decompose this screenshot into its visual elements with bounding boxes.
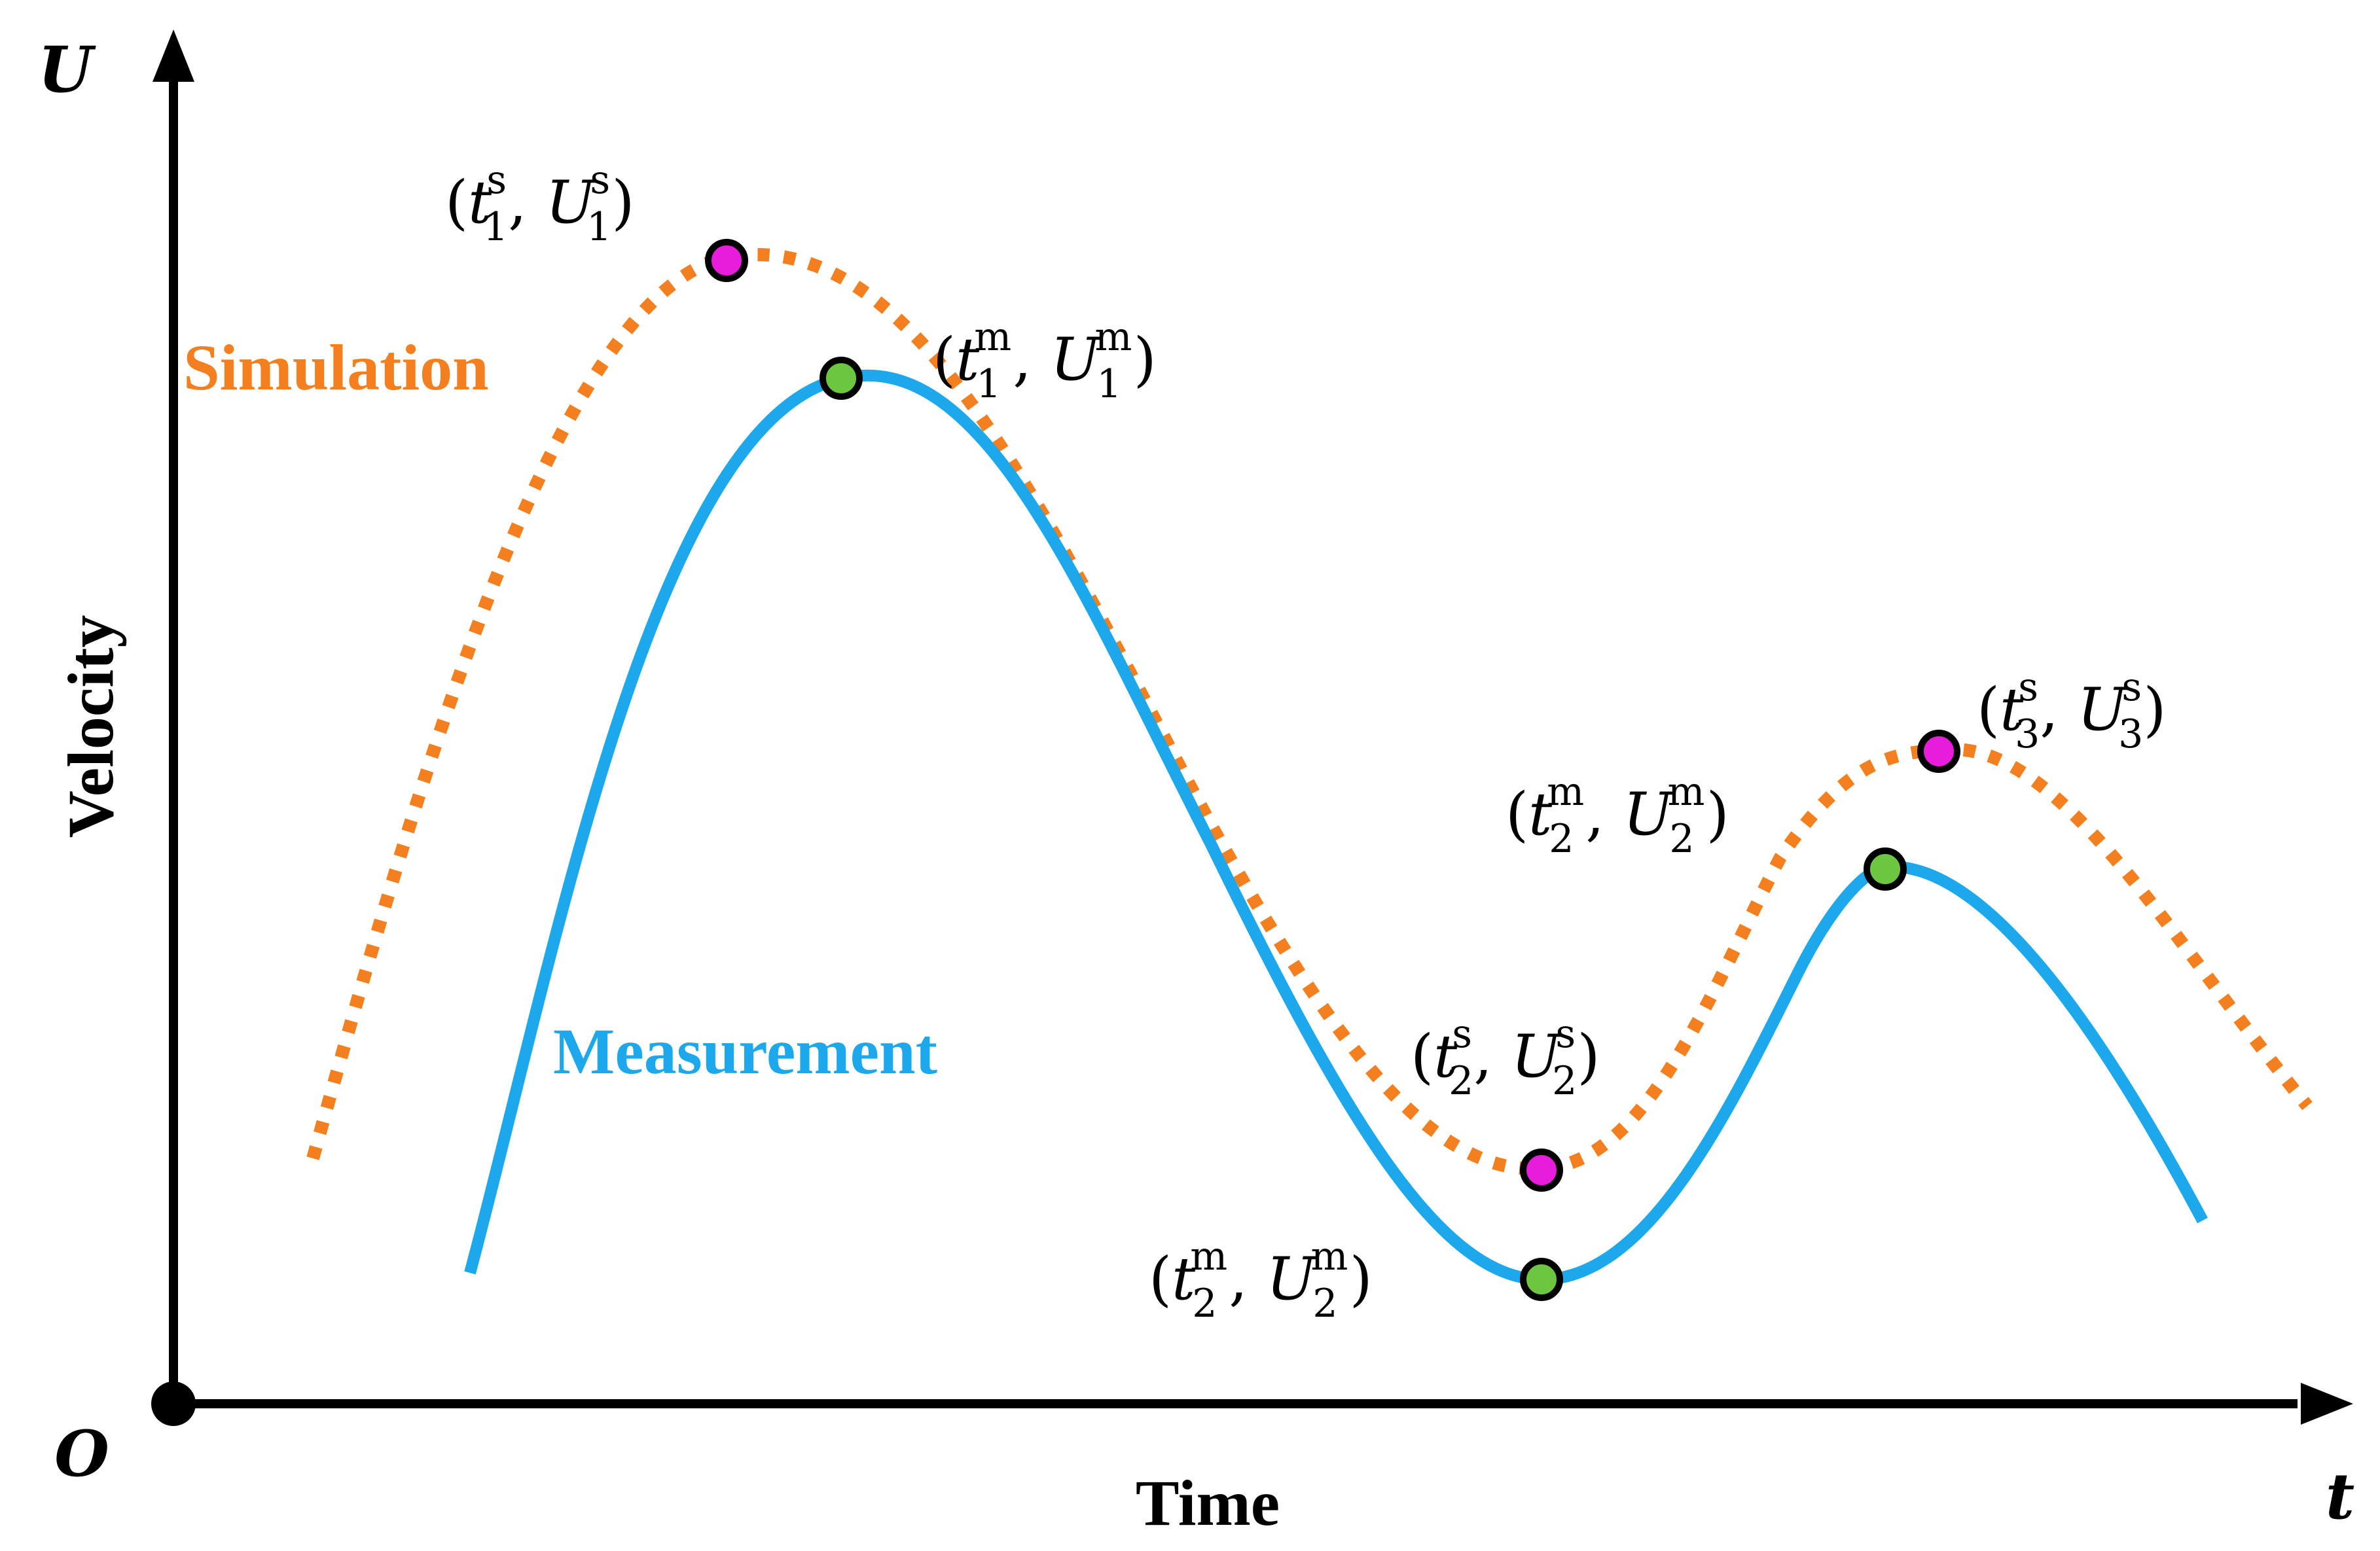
label-s3: (ts 3, Us 3) (1977, 664, 2166, 757)
marker-measurement-3 (1864, 847, 1907, 891)
label-m2-upper: (tm 2, Um 2) (1506, 769, 1729, 862)
marker-measurement-2 (1520, 1258, 1563, 1301)
origin-label: O (54, 1417, 109, 1491)
simulation-label: Simulation (183, 331, 489, 404)
axes: U t O Velocity Time (38, 29, 2354, 1539)
markers (705, 239, 1960, 1301)
label-m2: (tm 2, Um 2) (1149, 1234, 1373, 1327)
point-labels: (ts 1, Us 1) (tm 1, Um 1) (ts 2, Us 2) (tm 2, U… (445, 157, 2166, 1327)
x-axis-arrowhead (2301, 1383, 2353, 1425)
marker-simulation-3 (1917, 730, 1960, 773)
y-axis-arrowhead (153, 29, 194, 82)
measurement-label: Measurement (553, 1015, 937, 1088)
marker-simulation-2 (1520, 1149, 1563, 1192)
marker-simulation-1 (705, 239, 748, 282)
label-m1: (tm 1, Um 1) (933, 314, 1157, 407)
label-s2: (ts 2, Us 2) (1411, 1011, 1600, 1104)
y-axis-symbol: U (38, 33, 96, 107)
measurement-curve (464, 369, 2208, 1286)
origin-dot (151, 1382, 196, 1426)
marker-measurement-1 (820, 357, 863, 400)
x-axis-title: Time (1136, 1467, 1280, 1539)
x-axis-symbol: t (2326, 1459, 2354, 1533)
label-s1: (ts 1, Us 1) (445, 157, 634, 250)
y-axis-title: Velocity (54, 615, 127, 838)
curves (306, 248, 2313, 1286)
